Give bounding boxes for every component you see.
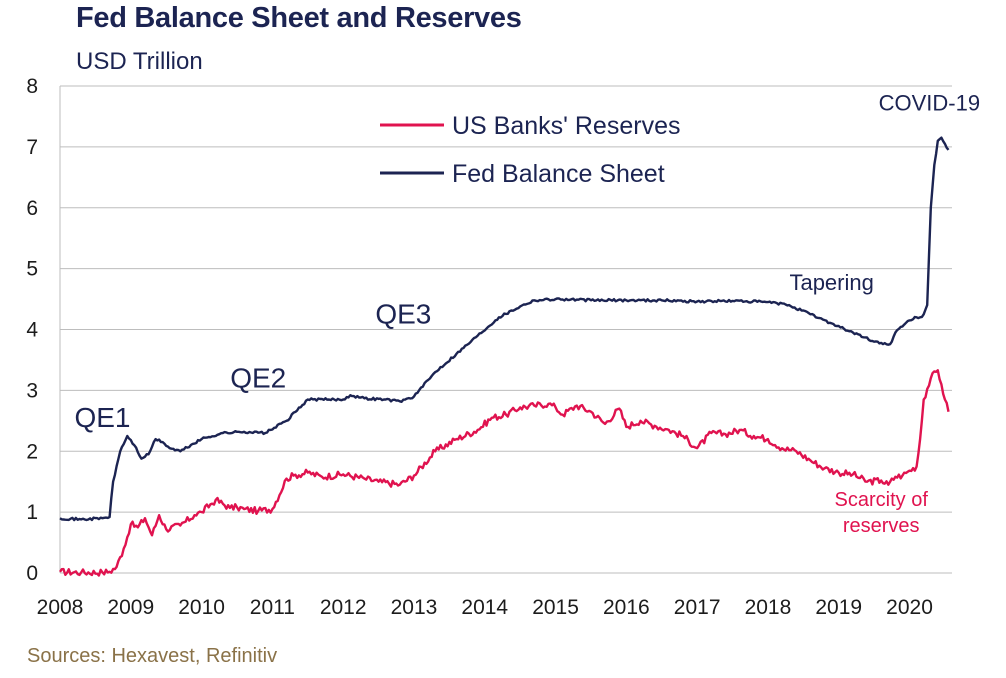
x-tick-label-2015: 2015 bbox=[532, 596, 579, 619]
annotation-covid-19: COVID-19 bbox=[879, 90, 980, 115]
series-line-reserves bbox=[59, 369, 950, 577]
x-tick-label-2013: 2013 bbox=[391, 596, 438, 619]
y-tick-label-5: 5 bbox=[26, 258, 38, 281]
y-tick-label-7: 7 bbox=[26, 136, 38, 159]
x-tick-label-2012: 2012 bbox=[320, 596, 367, 619]
chart-title: Fed Balance Sheet and Reserves bbox=[76, 2, 522, 34]
annotation-scarcity-of: Scarcity of bbox=[835, 489, 929, 511]
y-tick-label-1: 1 bbox=[26, 501, 38, 524]
x-tick-label-2009: 2009 bbox=[107, 596, 154, 619]
annotation-qe3: QE3 bbox=[375, 298, 431, 329]
y-tick-label-8: 8 bbox=[26, 75, 38, 98]
annotation-qe1: QE1 bbox=[74, 402, 130, 433]
annotation-reserves: reserves bbox=[843, 515, 920, 537]
x-tick-label-2017: 2017 bbox=[674, 596, 721, 619]
annotation-tapering: Tapering bbox=[789, 270, 873, 295]
x-tick-label-2008: 2008 bbox=[37, 596, 84, 619]
x-tick-label-2020: 2020 bbox=[886, 596, 933, 619]
x-tick-label-2014: 2014 bbox=[461, 596, 508, 619]
x-tick-label-2016: 2016 bbox=[603, 596, 650, 619]
legend-label-0: US Banks' Reserves bbox=[452, 112, 680, 140]
chart-subtitle: USD Trillion bbox=[76, 48, 203, 75]
x-tick-label-2011: 2011 bbox=[250, 596, 295, 619]
y-tick-label-3: 3 bbox=[26, 379, 38, 402]
x-tick-label-2018: 2018 bbox=[745, 596, 792, 619]
x-tick-label-2019: 2019 bbox=[815, 596, 862, 619]
y-tick-label-2: 2 bbox=[26, 440, 38, 463]
y-tick-label-0: 0 bbox=[26, 562, 38, 585]
legend-label-1: Fed Balance Sheet bbox=[452, 160, 665, 188]
series-line-balance-sheet bbox=[59, 136, 950, 522]
y-tick-label-4: 4 bbox=[26, 319, 38, 342]
y-tick-label-6: 6 bbox=[26, 197, 38, 220]
annotation-qe2: QE2 bbox=[230, 362, 286, 393]
source-note: Sources: Hexavest, Refinitiv bbox=[27, 645, 278, 667]
x-tick-label-2010: 2010 bbox=[178, 596, 225, 619]
